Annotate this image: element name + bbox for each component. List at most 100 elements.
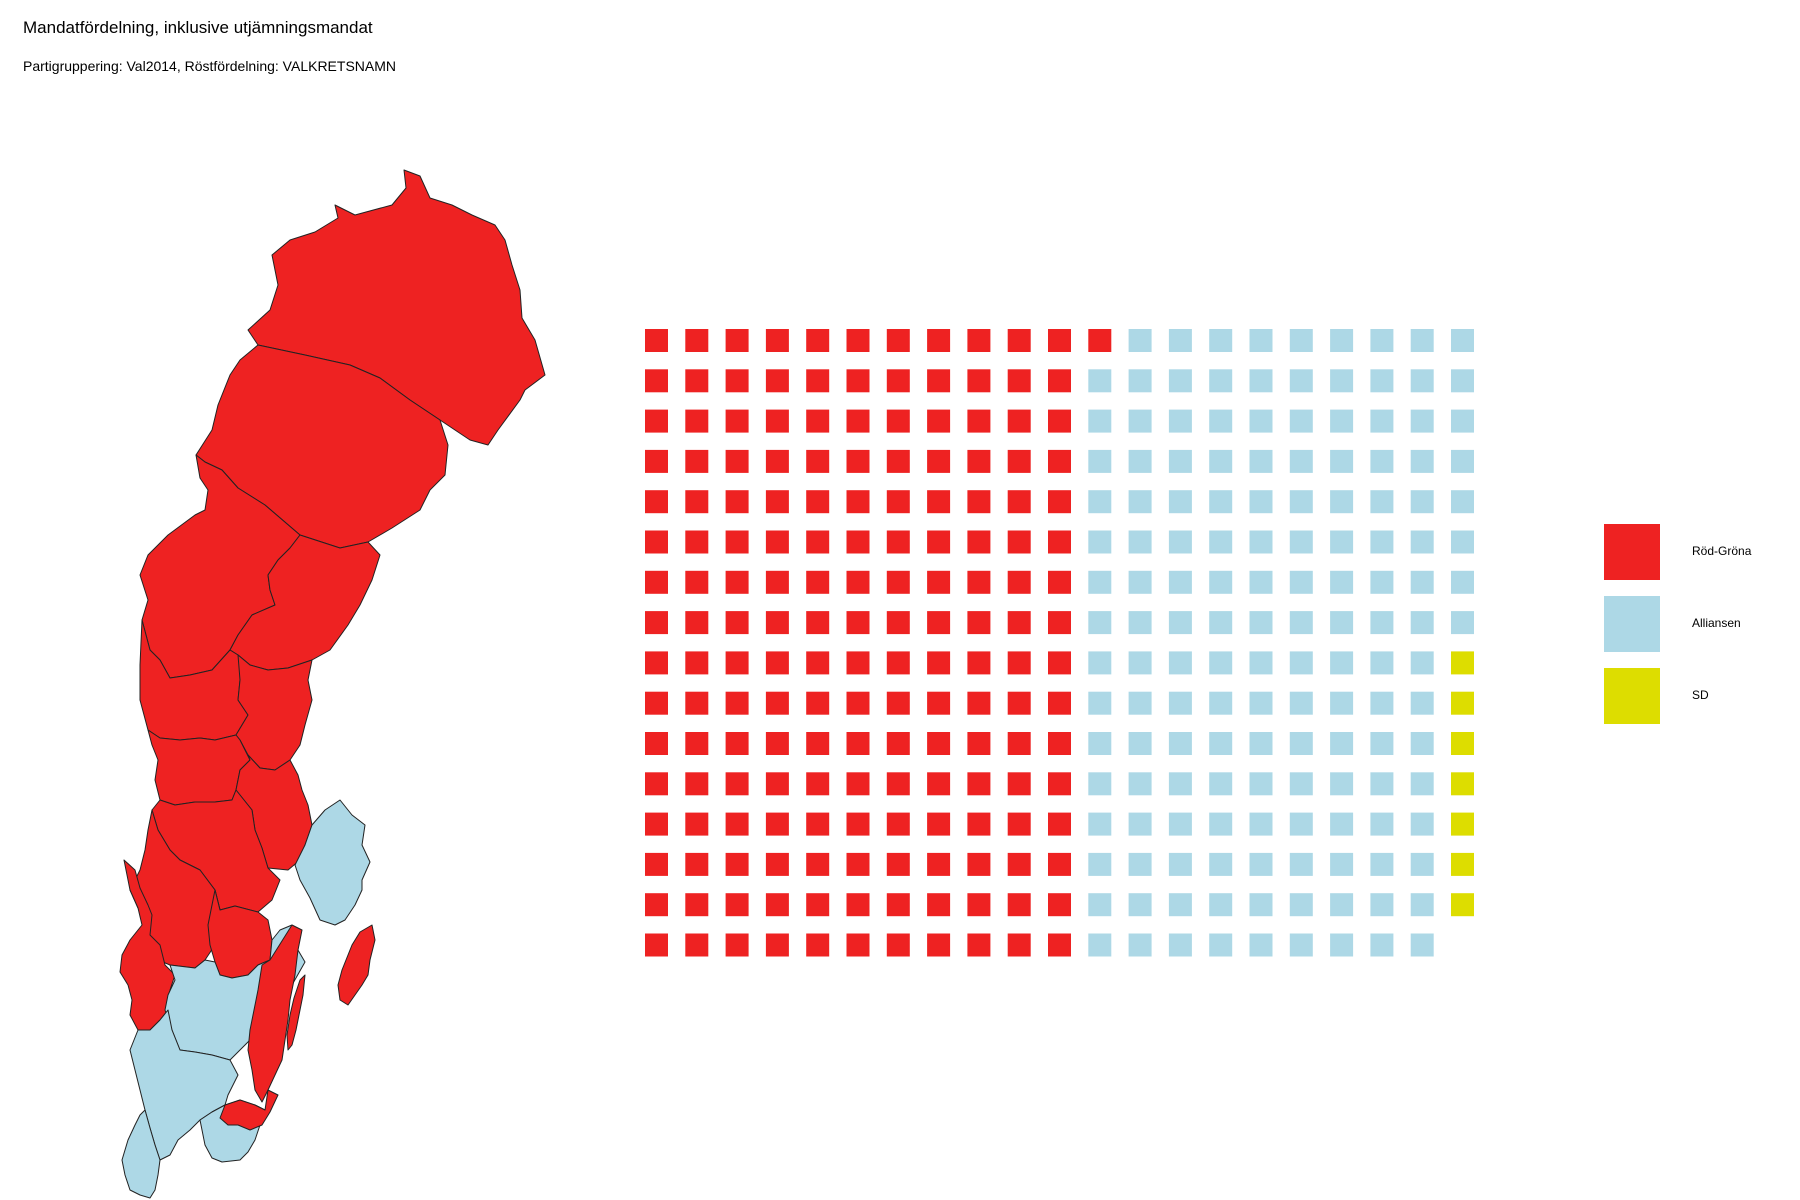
waffle-seat [806,933,830,957]
waffle-seat [725,852,749,876]
waffle-seat [967,409,991,433]
waffle-seat [1410,570,1434,594]
waffle-seat [1088,570,1112,594]
waffle-seat [886,691,910,715]
waffle-seat [806,732,830,755]
waffle-seat [1048,732,1071,755]
waffle-seat [1209,329,1233,352]
waffle-seat [1289,369,1313,393]
waffle-seat [1007,490,1031,514]
waffle-seat [1209,369,1233,393]
waffle-seat [645,852,668,876]
waffle-seat [1249,732,1273,755]
waffle-seat [685,933,709,957]
constituency-island-2 [286,974,306,1051]
waffle-seat [1410,852,1434,876]
waffle-seat [886,611,910,635]
waffle-seat [1370,369,1394,393]
constituency-east-1 [294,799,371,926]
waffle-seat [725,570,749,594]
waffle-seat [1088,329,1112,352]
waffle-seat [645,611,668,635]
waffle-seat [725,530,749,554]
waffle-seat [1410,691,1434,715]
waffle-seat [1128,772,1152,796]
waffle-seat [1168,772,1192,796]
waffle-seat [1088,812,1112,836]
waffle-seat [886,651,910,675]
waffle-seat [886,732,910,755]
constituency-south-5 [219,1089,279,1131]
waffle-seat [645,449,668,473]
waffle-seat [1249,852,1273,876]
waffle-seat [1330,329,1354,352]
waffle-seat [1168,329,1192,352]
waffle-seat [1209,732,1233,755]
waffle-seat [725,369,749,393]
waffle-seat [1088,933,1112,957]
waffle-seat [967,812,991,836]
waffle-seat [806,893,830,917]
waffle-seat [1088,651,1112,675]
waffle-seat [846,409,870,433]
waffle-seat [967,611,991,635]
waffle-seat [1249,611,1273,635]
waffle-seat [846,852,870,876]
waffle-seat [1048,490,1071,514]
waffle-seat [1168,732,1192,755]
waffle-seat [806,329,830,352]
waffle-seat [846,933,870,957]
waffle-seat [645,570,668,594]
waffle-seat [685,490,709,514]
waffle-seat [886,933,910,957]
waffle-seat [1289,732,1313,755]
waffle-seat [645,933,668,957]
waffle-seat [765,449,789,473]
waffle-seat [685,449,709,473]
waffle-seat [1168,933,1192,957]
waffle-seat [927,369,951,393]
waffle-seat [1410,449,1434,473]
waffle-seat [967,329,991,352]
waffle-seat [806,812,830,836]
waffle-seat [1007,812,1031,836]
waffle-seat [806,852,830,876]
waffle-seat [685,329,709,352]
waffle-seat [725,409,749,433]
waffle-seat [1330,490,1354,514]
waffle-seat [1128,449,1152,473]
waffle-seat [1370,852,1394,876]
waffle-seat [1168,530,1192,554]
waffle-seat [846,490,870,514]
waffle-seat [1330,570,1354,594]
waffle-seat [1330,852,1354,876]
waffle-seat [806,691,830,715]
waffle-seat [1168,490,1192,514]
waffle-seat [1128,893,1152,917]
waffle-seat [967,369,991,393]
waffle-seat [645,691,668,715]
legend-label-sd: SD [1692,688,1709,702]
waffle-seat [1451,732,1474,755]
waffle-seat [886,409,910,433]
waffle-seat [1088,490,1112,514]
waffle-seat [1370,812,1394,836]
waffle-seat [927,449,951,473]
waffle-seat [685,570,709,594]
waffle-seat [967,651,991,675]
waffle-seat [645,409,668,433]
waffle-seat [1048,933,1071,957]
waffle-seat [725,893,749,917]
waffle-seat [1007,530,1031,554]
waffle-seat [967,691,991,715]
waffle-seat [846,530,870,554]
waffle-seat [645,651,668,675]
waffle-seat [1249,893,1273,917]
waffle-seat [1330,772,1354,796]
waffle-seat [725,732,749,755]
waffle-seat [1088,732,1112,755]
waffle-seat [765,530,789,554]
waffle-seat [1168,852,1192,876]
waffle-seat [1088,449,1112,473]
